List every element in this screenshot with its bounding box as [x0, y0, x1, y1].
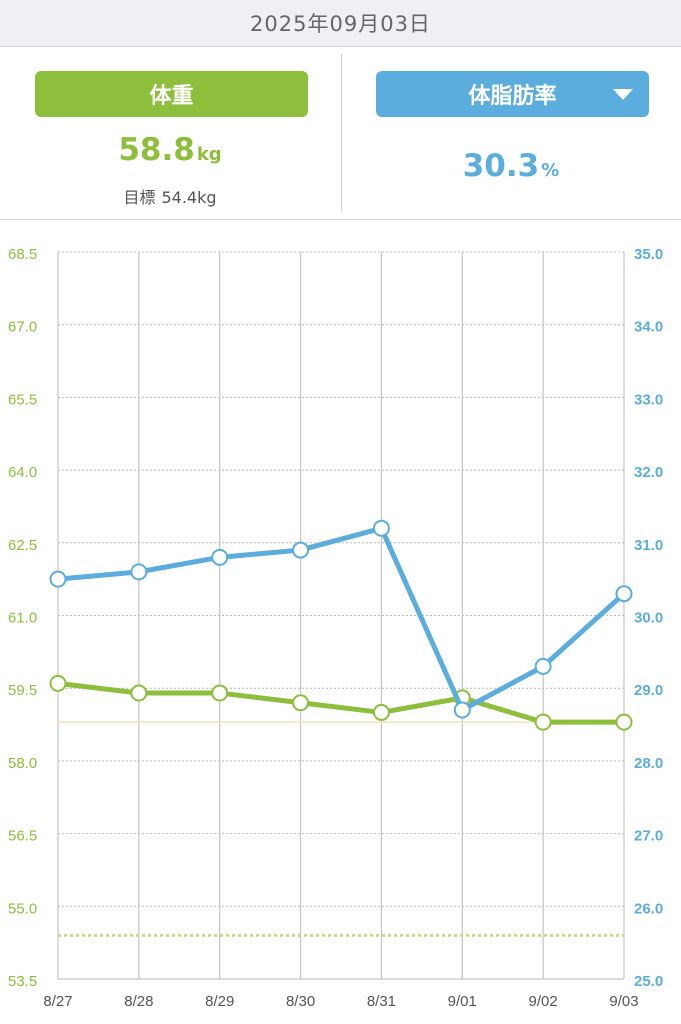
weight-data-point [615, 713, 633, 731]
weight-button-label: 体重 [149, 84, 194, 109]
body-fat-value-number: 30.3 [462, 148, 540, 184]
goal-label: 目標 [123, 188, 156, 207]
left-axis-tick-label: 68.5 [8, 246, 37, 263]
right-axis-tick-label: 26.0 [634, 900, 663, 917]
body-fat-data-point [211, 548, 229, 566]
body-fat-data-point [453, 701, 471, 719]
weight-data-point [372, 703, 390, 721]
x-axis-tick-label: 9/03 [609, 993, 638, 1010]
x-axis-tick-label: 9/02 [529, 993, 558, 1010]
date-label: 2025年09月03日 [250, 12, 431, 36]
body-fat-data-point [372, 519, 390, 537]
weight-value-unit: kg [196, 144, 222, 165]
body-fat-data-point [49, 570, 67, 588]
panel-divider [341, 54, 342, 211]
right-axis-tick-label: 30.0 [634, 610, 663, 627]
weight-data-point [49, 674, 67, 692]
left-axis-tick-label: 64.0 [8, 464, 37, 481]
left-axis-tick-label: 65.5 [8, 391, 37, 408]
right-axis-tick-label: 28.0 [634, 755, 663, 772]
right-axis-tick-label: 33.0 [634, 391, 663, 408]
body-fat-data-point [615, 585, 633, 603]
x-axis-tick-label: 8/28 [124, 993, 153, 1010]
body-fat-value: 30.3% [341, 148, 681, 184]
left-axis-tick-label: 56.5 [8, 828, 37, 845]
weight-data-point [534, 713, 552, 731]
weight-data-point [130, 684, 148, 702]
weight-value: 58.8 kg [0, 132, 340, 168]
left-axis-tick-label: 62.5 [8, 537, 37, 554]
left-axis-tick-label: 61.0 [8, 610, 37, 627]
right-axis-tick-label: 34.0 [634, 319, 663, 336]
weight-value-number: 58.8 [118, 132, 195, 168]
x-axis-tick-label: 8/30 [286, 993, 315, 1010]
body-fat-data-point [292, 541, 310, 559]
right-axis-tick-label: 27.0 [634, 828, 663, 845]
goal-weight: 目標 54.4kg [0, 184, 340, 208]
right-axis-tick-label: 32.0 [634, 464, 663, 481]
left-axis-tick-label: 58.0 [8, 755, 37, 772]
x-axis-tick-label: 8/31 [367, 993, 396, 1010]
goal-value: 54.4kg [161, 188, 217, 207]
body-fat-data-point [534, 657, 552, 675]
x-axis-tick-label: 8/27 [43, 993, 72, 1010]
caret-down-icon [613, 89, 633, 100]
x-axis-tick-label: 8/29 [205, 993, 234, 1010]
body-fat-metric-dropdown[interactable]: 体脂肪率 [376, 71, 649, 117]
right-axis-tick-label: 35.0 [634, 246, 663, 263]
body-fat-value-unit: % [541, 160, 560, 181]
left-axis-tick-label: 53.5 [8, 973, 37, 990]
weight-data-point [292, 694, 310, 712]
right-axis-tick-label: 31.0 [634, 537, 663, 554]
weight-panel: 体重 58.8 kg 目標 54.4kg [0, 54, 340, 214]
x-axis-tick-label: 9/01 [448, 993, 477, 1010]
body-fat-series-line [55, 525, 627, 713]
weight-metric-button[interactable]: 体重 [35, 71, 308, 117]
date-header: 2025年09月03日 [0, 0, 681, 47]
right-axis-tick-label: 25.0 [634, 973, 663, 990]
left-axis-tick-label: 67.0 [8, 319, 37, 336]
body-fat-panel: 体脂肪率 30.3% [341, 54, 681, 214]
weight-data-point [211, 684, 229, 702]
body-fat-button-label: 体脂肪率 [468, 84, 557, 109]
weight-series-line [55, 680, 627, 725]
body-fat-data-point [130, 563, 148, 581]
left-axis-tick-label: 59.5 [8, 682, 37, 699]
right-axis-tick-label: 29.0 [634, 682, 663, 699]
header-divider [0, 219, 681, 220]
trend-chart: 68.5 35.0 67.0 34.0 65.5 33.0 64.0 32.0 62.5 31.0… [8, 246, 663, 1010]
left-axis-tick-label: 55.0 [8, 900, 37, 917]
